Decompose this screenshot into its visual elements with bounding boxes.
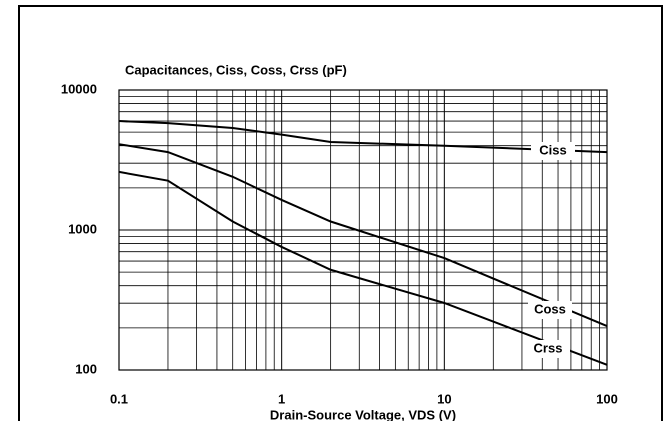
y-tick-label: 100 bbox=[75, 361, 97, 376]
y-tick-label: 1000 bbox=[68, 221, 97, 236]
legend-label: Ciss bbox=[539, 142, 566, 157]
x-tick-label: 10 bbox=[437, 391, 451, 406]
line bbox=[118, 143, 608, 327]
line bbox=[118, 120, 608, 154]
legend-label-bg bbox=[531, 142, 575, 160]
x-axis-label: Drain-Source Voltage, VDS (V) bbox=[270, 407, 456, 421]
legend-label: Coss bbox=[534, 301, 566, 316]
x-tick-label: 1 bbox=[278, 391, 285, 406]
legend-label-bg bbox=[526, 340, 570, 358]
y-tick-label: 10000 bbox=[61, 81, 97, 96]
plot-border bbox=[118, 89, 608, 371]
legend-label-bg bbox=[528, 301, 572, 319]
legend-label: Crss bbox=[534, 340, 563, 355]
x-tick-label: 0.1 bbox=[110, 391, 128, 406]
chart-title: Capacitances, Ciss, Coss, Crss (pF) bbox=[125, 62, 347, 77]
x-tick-label: 100 bbox=[596, 391, 618, 406]
frame bbox=[18, 5, 663, 421]
line bbox=[118, 170, 608, 366]
